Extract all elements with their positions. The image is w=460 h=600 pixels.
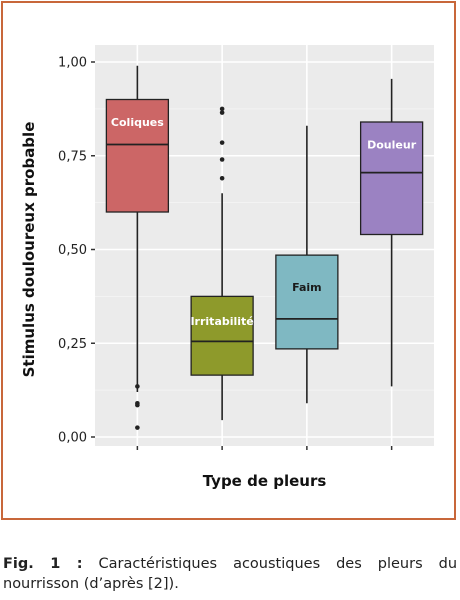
x-axis-title: Type de pleurs [203, 472, 327, 490]
outlier-point [219, 175, 225, 181]
outlier-point [135, 402, 140, 408]
y-tick-label: 0,00 [58, 431, 87, 446]
boxplot-chart: 0,00 0,25 0,50 0,75 1,00 Coliques Irritabilité… [20, 45, 434, 490]
box-2 [275, 254, 339, 350]
y-tick-label: 0,25 [58, 337, 87, 352]
outlier-point [135, 425, 140, 430]
box-0 [105, 98, 170, 213]
box-label: Douleur [367, 139, 417, 152]
box-label: Coliques [111, 116, 164, 129]
caption-label: Fig. 1 : [3, 556, 83, 572]
figure-caption: Fig. 1 : Caractéristiques acoustiques de… [3, 554, 457, 594]
caption-text: Caractéristiques acoustiques des pleurs … [3, 556, 458, 592]
y-tick-label: 0,75 [58, 149, 87, 164]
box-label: Faim [292, 281, 322, 294]
outlier-point [219, 140, 225, 145]
box-3 [359, 121, 424, 236]
y-tick-label: 1,00 [58, 56, 87, 71]
y-axis-title: Stimulus douloureux probable [20, 122, 38, 378]
box-label: Irritabilité [190, 315, 253, 328]
outlier-point [219, 110, 225, 115]
box-1 [190, 295, 254, 376]
outlier-point [219, 157, 225, 162]
outlier-point [135, 384, 140, 389]
outlier-point [219, 106, 225, 112]
y-tick-label: 0,50 [58, 243, 87, 258]
